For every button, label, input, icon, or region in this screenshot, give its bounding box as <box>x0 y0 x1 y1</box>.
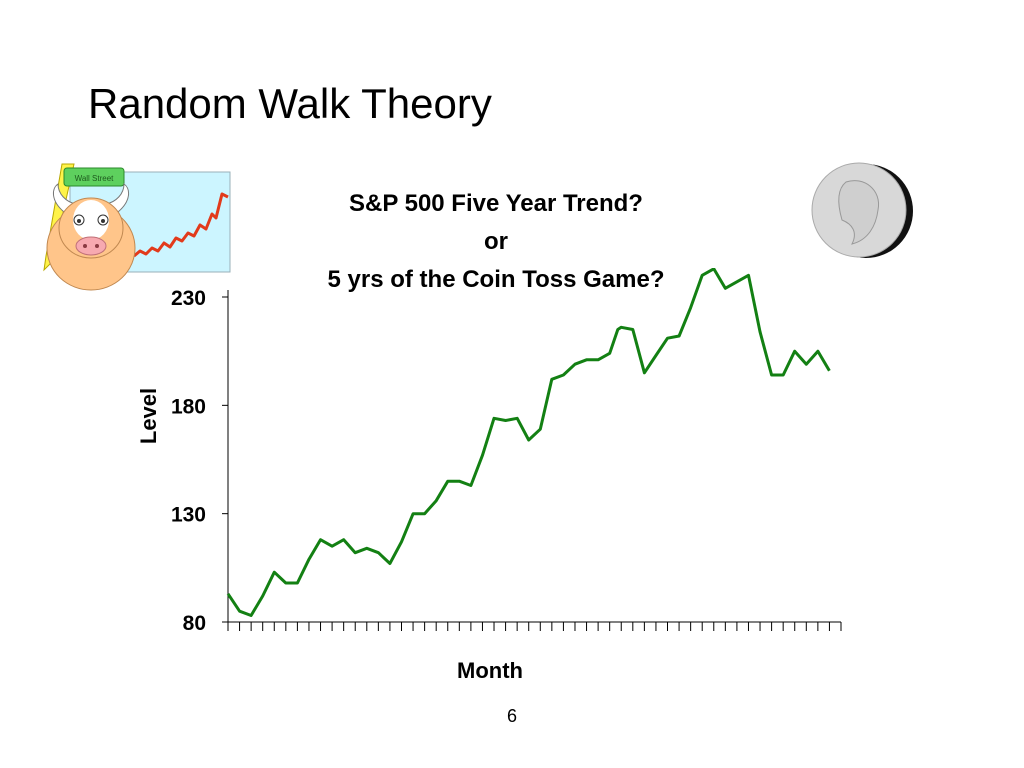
y-tick-label: 180 <box>171 395 206 418</box>
wall-street-sign <box>63 167 125 187</box>
coin-portrait-icon <box>838 180 880 245</box>
bull-pupil-left <box>77 219 81 223</box>
x-axis-label: Month <box>457 658 523 683</box>
bull-face-patch <box>73 200 109 240</box>
y-tick-label: 130 <box>171 504 206 527</box>
y-tick-label: 80 <box>183 612 206 635</box>
chart-title-line-2: or <box>484 228 508 255</box>
bull-nostril-right <box>95 244 99 248</box>
coin-clipart <box>811 162 913 258</box>
wall-street-sign-label: Wall Street <box>75 174 115 183</box>
page-number: 6 <box>506 706 517 726</box>
y-ticks: 80 130 180 230 <box>171 287 228 635</box>
inset-trend-line <box>133 192 229 258</box>
slide-title: Random Walk Theory <box>88 80 492 127</box>
bull-nose <box>75 236 107 256</box>
y-tick-label: 230 <box>171 287 206 310</box>
chart-title-line-3: 5 yrs of the Coin Toss Game? <box>328 266 665 293</box>
series-line <box>226 268 831 617</box>
y-axis-label: Level <box>136 388 161 444</box>
chart-title-line-1: S&P 500 Five Year Trend? <box>349 190 643 217</box>
bull-clipart: Wall Street <box>43 163 231 291</box>
x-ticks <box>227 622 842 631</box>
bull-pupil-right <box>101 219 105 223</box>
bull-nostril-left <box>83 244 87 248</box>
